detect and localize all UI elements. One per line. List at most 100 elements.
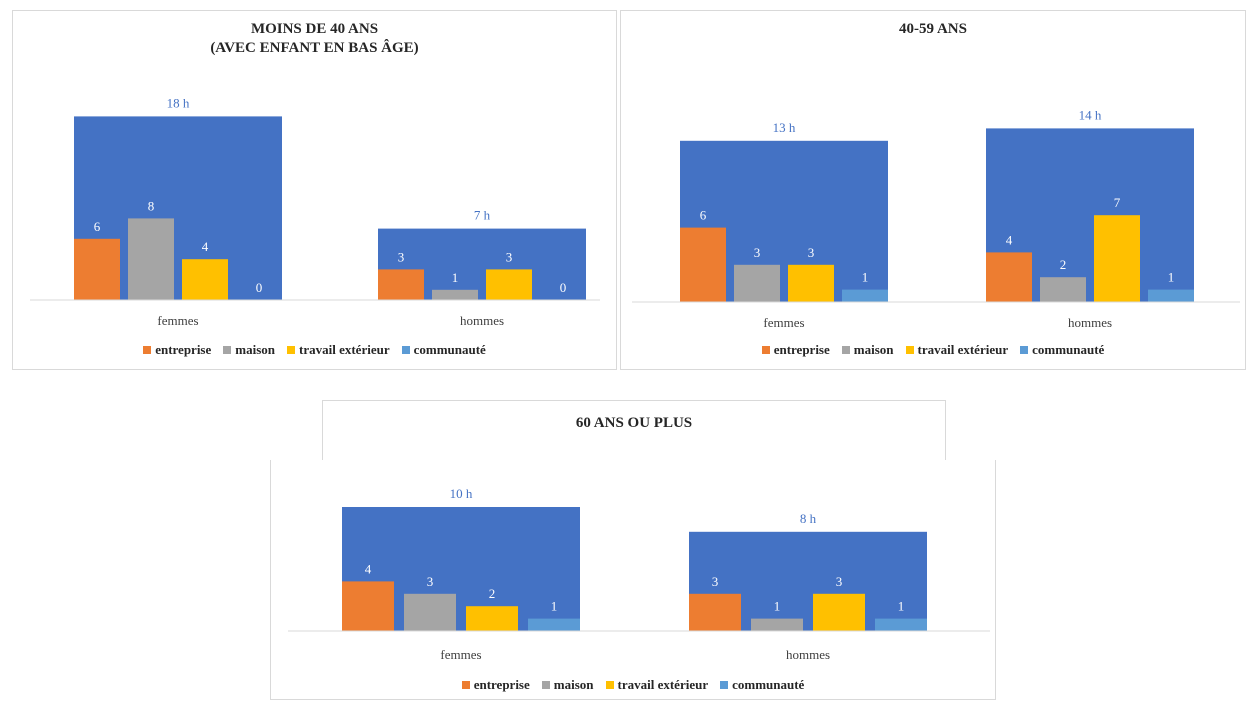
chart-legend-under-40: entreprise maison travail extérieur communa…	[12, 340, 617, 360]
legend-label-entreprise: entreprise	[155, 342, 212, 357]
data-label-maison-hommes: 1	[452, 270, 459, 285]
data-label-travail-exterieur-hommes: 3	[506, 249, 513, 264]
chart-title-60-plus: 60 ANS OU PLUS	[575, 415, 693, 431]
data-label-maison-hommes: 1	[774, 599, 781, 614]
total-label-femmes: 18 h	[167, 95, 190, 110]
data-label-travail-exterieur-femmes: 4	[202, 239, 209, 254]
legend-label-communaute: communauté	[732, 677, 805, 692]
legend-item-maison: maison	[223, 342, 275, 358]
chart-title-40-59: 40-59 ANS	[899, 21, 967, 37]
legend-swatch-entreprise	[461, 681, 470, 689]
category-label-hommes: hommes	[1068, 315, 1112, 330]
chart-panel-60-plus-title-box	[322, 400, 946, 460]
bar-travail-exterieur-femmes	[182, 259, 228, 300]
category-label-femmes: femmes	[440, 647, 481, 662]
bar-maison-femmes	[734, 264, 780, 302]
data-label-entreprise-hommes: 3	[712, 574, 719, 589]
legend-label-maison: maison	[235, 342, 275, 357]
data-label-entreprise-hommes: 3	[398, 249, 405, 264]
legend-item-entreprise: entreprise	[143, 342, 211, 358]
bar-travail-exterieur-femmes	[466, 606, 518, 631]
data-label-travail-exterieur-hommes: 3	[836, 574, 843, 589]
legend-item-travail: travail extérieur	[287, 342, 390, 358]
legend-swatch-communaute	[720, 681, 729, 689]
bar-communaute-femmes	[842, 289, 888, 302]
legend-label-travail: travail extérieur	[617, 677, 709, 692]
legend-label-travail: travail extérieur	[299, 342, 390, 357]
legend-item-communaute: communauté	[401, 342, 486, 358]
bar-maison-hommes	[1040, 277, 1086, 302]
data-label-communaute-hommes: 1	[898, 599, 905, 614]
data-label-travail-exterieur-hommes: 7	[1114, 195, 1121, 210]
category-label-femmes: femmes	[763, 315, 804, 330]
data-label-maison-femmes: 8	[148, 198, 155, 213]
category-label-femmes: femmes	[157, 313, 198, 328]
chart-plot-60-plus: 10 h 4 3 2 1 femmes 8 h 3 1 3 1 hommes	[288, 486, 990, 662]
data-label-communaute-hommes: 0	[560, 280, 567, 295]
legend-item-entreprise: entreprise	[761, 342, 830, 358]
bar-travail-exterieur-femmes	[788, 264, 834, 302]
legend-swatch-travail	[605, 681, 614, 689]
legend-swatch-maison	[541, 681, 550, 689]
total-label-femmes: 13 h	[773, 120, 796, 135]
legend-item-communaute: communauté	[720, 677, 804, 693]
data-label-entreprise-femmes: 6	[700, 208, 707, 223]
legend-label-travail: travail extérieur	[917, 342, 1009, 357]
data-label-maison-femmes: 3	[754, 245, 761, 260]
data-label-communaute-hommes: 1	[1168, 270, 1175, 285]
category-label-hommes: hommes	[460, 313, 504, 328]
bar-maison-hommes	[432, 289, 478, 300]
total-label-hommes: 7 h	[474, 208, 491, 223]
legend-label-communaute: communauté	[413, 342, 486, 357]
bar-communaute-hommes	[1148, 289, 1194, 302]
legend-item-travail: travail extérieur	[905, 342, 1009, 358]
legend-item-travail: travail extérieur	[605, 677, 709, 693]
bar-entreprise-femmes	[680, 227, 726, 302]
bar-entreprise-hommes	[378, 269, 424, 300]
bar-maison-femmes	[404, 593, 456, 631]
data-label-communaute-femmes: 0	[256, 280, 263, 295]
legend-swatch-maison	[841, 346, 850, 354]
legend-label-maison: maison	[853, 342, 894, 357]
bar-maison-femmes	[128, 218, 174, 300]
data-label-maison-femmes: 3	[427, 574, 434, 589]
legend-swatch-travail	[905, 346, 914, 354]
data-label-travail-exterieur-femmes: 2	[489, 586, 496, 601]
total-label-hommes: 8 h	[800, 511, 817, 526]
legend-label-entreprise: entreprise	[773, 342, 830, 357]
chart-title-under-40: MOINS DE 40 ANS (AVEC ENFANT EN BAS ÂGE)	[210, 21, 419, 56]
total-label-femmes: 10 h	[450, 486, 473, 501]
legend-label-communaute: communauté	[1032, 342, 1105, 357]
legend-item-maison: maison	[541, 677, 594, 693]
bar-communaute-femmes	[528, 618, 580, 631]
legend-item-communaute: communauté	[1020, 342, 1104, 358]
category-label-hommes: hommes	[786, 647, 830, 662]
bar-travail-exterieur-hommes	[486, 269, 532, 300]
bar-entreprise-hommes	[986, 252, 1032, 302]
bar-entreprise-hommes	[689, 593, 741, 631]
data-label-entreprise-femmes: 4	[365, 561, 372, 576]
bar-communaute-hommes	[875, 618, 927, 631]
data-label-entreprise-hommes: 4	[1006, 232, 1013, 247]
bar-travail-exterieur-hommes	[813, 593, 865, 631]
data-label-entreprise-femmes: 6	[94, 219, 101, 234]
legend-swatch-travail	[287, 346, 295, 354]
bar-entreprise-femmes	[342, 581, 394, 631]
bar-travail-exterieur-hommes	[1094, 215, 1140, 302]
chart-legend-60-plus: entreprise maison travail extérieur communa…	[270, 675, 996, 695]
legend-swatch-entreprise	[143, 346, 152, 354]
legend-swatch-entreprise	[761, 346, 770, 354]
legend-swatch-maison	[223, 346, 232, 354]
legend-label-entreprise: entreprise	[473, 677, 530, 692]
bar-maison-hommes	[751, 618, 803, 631]
legend-swatch-communaute	[401, 346, 410, 354]
data-label-communaute-femmes: 1	[551, 599, 558, 614]
data-label-maison-hommes: 2	[1060, 257, 1067, 272]
legend-swatch-communaute	[1020, 346, 1029, 354]
legend-item-maison: maison	[841, 342, 894, 358]
legend-label-maison: maison	[553, 677, 594, 692]
legend-item-entreprise: entreprise	[461, 677, 530, 693]
total-label-hommes: 14 h	[1079, 107, 1102, 122]
chart-legend-40-59: entreprise maison travail extérieur communa…	[620, 340, 1246, 360]
chart-plot-under-40: 18 h 6 8 4 0 femmes 7 h 3 1 3 0 hommes	[30, 95, 600, 328]
